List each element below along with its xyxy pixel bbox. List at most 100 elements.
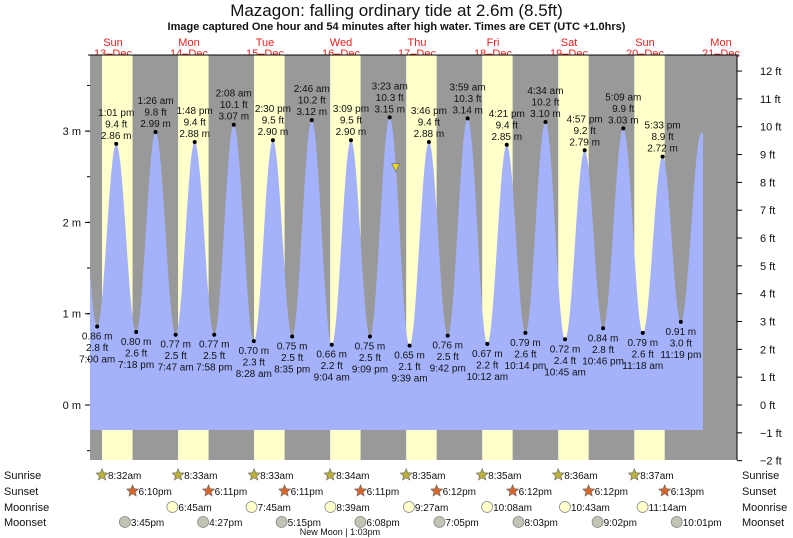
right-tick-label: 2 ft bbox=[760, 344, 775, 356]
right-tick-label: 5 ft bbox=[760, 261, 775, 273]
low-tide-point bbox=[601, 326, 606, 331]
day-of-week-label: Thu bbox=[408, 37, 427, 49]
low-tide-label: 10:45 am bbox=[544, 367, 586, 378]
low-tide-label: 0.66 m bbox=[316, 350, 347, 361]
day-of-week-label: Tue bbox=[256, 37, 275, 49]
high-tide-point bbox=[114, 141, 119, 146]
high-tide-label: 2:08 am bbox=[216, 89, 252, 100]
moonrise-time: 10:08am bbox=[493, 503, 532, 514]
high-tide-label: 2.86 m bbox=[101, 131, 132, 142]
high-tide-point bbox=[192, 140, 197, 145]
high-tide-label: 2:46 am bbox=[294, 84, 330, 95]
low-tide-label: 0.86 m bbox=[82, 331, 113, 342]
high-tide-label: 10.3 ft bbox=[376, 93, 404, 104]
sunrise-time: 8:33am bbox=[184, 471, 217, 482]
sunrise-star-icon bbox=[551, 468, 565, 481]
high-tide-label: 2.88 m bbox=[179, 129, 210, 140]
low-tide-point bbox=[367, 334, 372, 339]
high-tide-label: 3.15 m bbox=[374, 104, 405, 115]
sunrise-time: 8:33am bbox=[260, 471, 293, 482]
high-tide-point bbox=[309, 118, 314, 123]
high-tide-label: 3.14 m bbox=[452, 105, 483, 116]
right-tick-label: 3 ft bbox=[760, 317, 775, 329]
high-tide-point bbox=[348, 138, 353, 143]
sunset-time: 6:13pm bbox=[671, 487, 704, 498]
moonrise-moon-icon bbox=[166, 501, 179, 513]
moonrise-moon-icon bbox=[636, 501, 649, 513]
moonset-time: 8:03pm bbox=[524, 518, 557, 529]
low-tide-label: 2.6 ft bbox=[514, 349, 536, 360]
moonset-row-label-right: Moonset bbox=[742, 517, 784, 529]
right-tick-label: 1 ft bbox=[760, 372, 775, 384]
sunset-row-label-right: Sunset bbox=[742, 486, 776, 498]
low-tide-label: 2.8 ft bbox=[86, 343, 108, 354]
moonrise-time: 8:39am bbox=[336, 503, 369, 514]
low-tide-label: 10:14 pm bbox=[505, 361, 547, 372]
high-tide-label: 2.79 m bbox=[569, 137, 600, 148]
sunset-time: 6:11pm bbox=[291, 487, 324, 498]
low-tide-label: 0.75 m bbox=[277, 342, 308, 353]
low-tide-point bbox=[290, 334, 295, 339]
low-tide-label: 2.5 ft bbox=[359, 353, 381, 364]
sunset-star-icon bbox=[201, 484, 216, 497]
high-tide-label: 9.8 ft bbox=[144, 108, 166, 119]
sunrise-star-icon bbox=[399, 468, 413, 481]
moonrise-moon-icon bbox=[245, 501, 258, 513]
moonrise-time: 7:45am bbox=[258, 503, 291, 514]
left-tick-label: 2 m bbox=[63, 217, 81, 229]
high-tide-label: 2.85 m bbox=[491, 132, 522, 143]
low-tide-label: 7:47 am bbox=[158, 363, 194, 374]
high-tide-point bbox=[270, 138, 275, 143]
sunset-time: 6:12pm bbox=[519, 487, 552, 498]
high-tide-label: 4:34 am bbox=[527, 86, 563, 97]
tide-area bbox=[90, 117, 703, 430]
high-tide-label: 2.90 m bbox=[336, 127, 367, 138]
low-tide-point bbox=[445, 333, 450, 338]
high-tide-label: 3.12 m bbox=[296, 107, 327, 118]
high-tide-label: 3.10 m bbox=[530, 109, 561, 120]
right-tick-label: 12 ft bbox=[760, 66, 781, 78]
right-tick-label: 0 ft bbox=[760, 400, 775, 412]
sunrise-row-label: Sunrise bbox=[4, 470, 41, 482]
high-tide-label: 9.4 ft bbox=[105, 119, 127, 130]
sunrise-time: 8:32am bbox=[108, 471, 141, 482]
moonset-moon-icon bbox=[275, 516, 288, 528]
right-tick-label: 10 ft bbox=[760, 122, 781, 134]
sunrise-star-icon bbox=[323, 468, 337, 481]
high-tide-point bbox=[153, 130, 158, 135]
sunset-star-icon bbox=[505, 484, 520, 497]
sunset-time: 6:10pm bbox=[139, 487, 172, 498]
low-tide-point bbox=[563, 337, 568, 342]
low-tide-point bbox=[329, 342, 334, 347]
low-tide-label: 7:58 pm bbox=[196, 363, 232, 374]
left-tick-label: 0 m bbox=[63, 400, 81, 412]
high-tide-label: 3:46 pm bbox=[411, 106, 447, 117]
low-tide-point bbox=[523, 330, 528, 335]
right-tick-label: 6 ft bbox=[760, 233, 775, 245]
high-tide-point bbox=[465, 116, 470, 121]
chart-title: Mazagon: falling ordinary tide at 2.6m (… bbox=[230, 1, 563, 20]
high-tide-label: 3.03 m bbox=[608, 115, 639, 126]
right-tick-label: 4 ft bbox=[760, 289, 775, 301]
high-tide-label: 1:48 pm bbox=[177, 106, 213, 117]
sunset-star-icon bbox=[581, 484, 596, 497]
high-tide-label: 5:33 pm bbox=[645, 121, 681, 132]
low-tide-label: 11:18 am bbox=[622, 361, 663, 372]
sunset-time: 6:12pm bbox=[443, 487, 476, 498]
day-of-week-label: Mon bbox=[710, 37, 731, 49]
high-tide-label: 8.9 ft bbox=[651, 132, 673, 143]
low-tide-label: 2.4 ft bbox=[554, 356, 576, 367]
low-tide-point bbox=[678, 319, 683, 324]
high-tide-label: 1:26 am bbox=[137, 96, 173, 107]
low-tide-label: 9:09 pm bbox=[352, 365, 388, 376]
low-tide-label: 2.2 ft bbox=[476, 360, 498, 371]
low-tide-label: 11:19 pm bbox=[660, 350, 701, 361]
moonset-time: 10:01pm bbox=[683, 518, 722, 529]
day-of-week-label: Wed bbox=[330, 37, 352, 49]
moonset-moon-icon bbox=[118, 516, 131, 528]
low-tide-point bbox=[485, 341, 490, 346]
low-tide-label: 2.5 ft bbox=[281, 353, 303, 364]
moonrise-time: 6:45am bbox=[178, 503, 211, 514]
high-tide-point bbox=[660, 154, 665, 159]
